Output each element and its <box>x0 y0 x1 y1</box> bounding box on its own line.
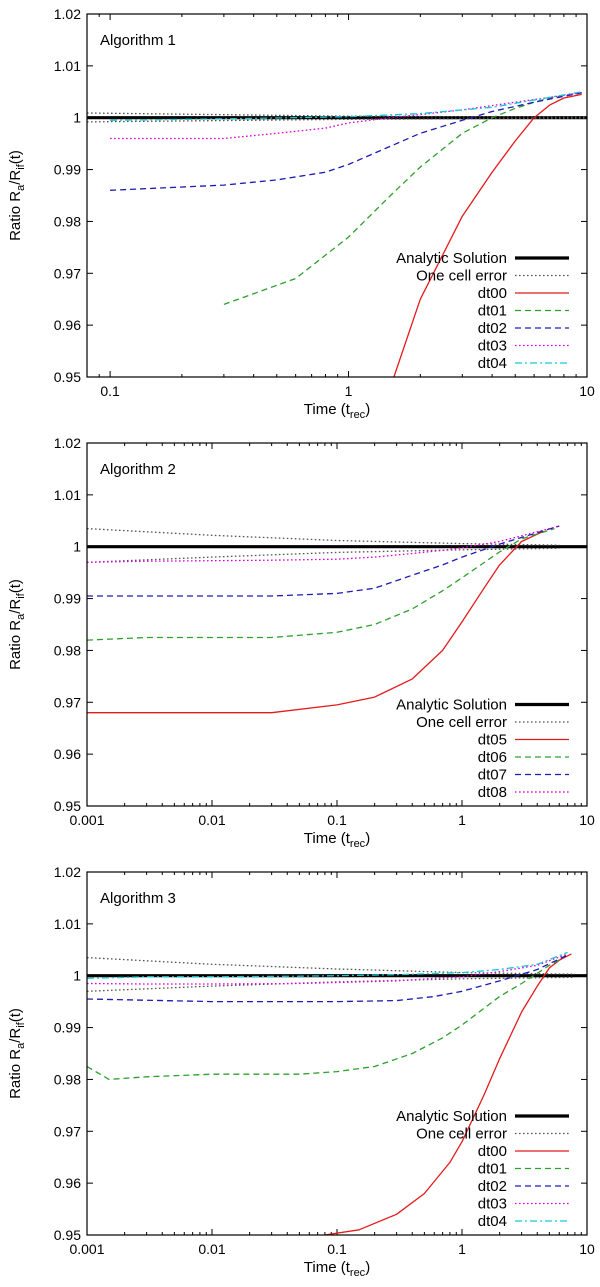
x-axis-label: Time (trec) <box>304 401 370 421</box>
series-line-dt03 <box>110 92 582 140</box>
series-line-one-cell-error-lower- <box>87 547 560 563</box>
series-line-dt00 <box>393 93 582 377</box>
x-tick-label: 1 <box>345 383 353 399</box>
y-tick-label: 0.95 <box>54 1227 81 1243</box>
series-group <box>87 951 587 1235</box>
series-line-dt05 <box>87 530 544 714</box>
series-line-dt06 <box>87 527 555 641</box>
series-group <box>87 525 587 714</box>
legend-label: dt02 <box>478 320 507 337</box>
y-tick-label: 0.97 <box>54 265 81 281</box>
y-axis-label: Ratio Ra/Rif(t) <box>7 150 27 241</box>
series-line-dt00 <box>324 953 572 1235</box>
x-tick-label: 0.001 <box>69 812 104 828</box>
y-tick-label: 0.99 <box>54 591 81 607</box>
legend-label: One cell error <box>416 1126 507 1143</box>
series-group <box>87 91 587 377</box>
y-tick-label: 0.96 <box>54 746 81 762</box>
y-tick-label: 0.98 <box>54 213 81 229</box>
series-line-dt08 <box>87 525 560 563</box>
legend-label: dt01 <box>478 303 507 320</box>
x-axis-label: Time (trec) <box>304 830 370 850</box>
y-axis-label: Ratio Ra/Rif(t) <box>7 579 27 670</box>
x-tick-label: 0.01 <box>198 812 225 828</box>
series-line-one-cell-error-lower- <box>87 976 575 992</box>
plot-frame <box>86 13 588 378</box>
series-line-one-cell-error <box>87 527 560 546</box>
chart-panel-algorithm-1: 0.95 0.96 0.97 0.98 0.99 1 1.01 1.02 0.1 1 10 Algor… <box>7 6 595 421</box>
y-tick-label: 0.96 <box>54 317 81 333</box>
y-tick-label: 0.98 <box>54 1071 81 1087</box>
x-tick-label: 0.01 <box>198 1241 225 1257</box>
series-line-dt02 <box>87 954 568 1003</box>
y-tick-label: 1 <box>73 110 81 126</box>
plot-frame <box>86 871 588 1236</box>
series-line-dt07 <box>87 525 560 597</box>
y-tick-label: 0.95 <box>54 369 81 385</box>
series-line-dt04 <box>110 91 582 121</box>
y-tick-label: 1.01 <box>54 487 81 503</box>
legend-label: Analytic Solution <box>396 1108 507 1125</box>
legend-label: Analytic Solution <box>396 697 507 714</box>
plot-frame <box>86 442 588 807</box>
y-tick-label: 1.01 <box>54 58 81 74</box>
chart-title: Algorithm 1 <box>100 32 176 49</box>
x-tick-label: 0.1 <box>100 383 120 399</box>
legend-label: dt03 <box>478 338 507 355</box>
y-tick-label: 0.98 <box>54 642 81 658</box>
y-tick-label: 1.02 <box>54 864 81 880</box>
y-tick-label: 1 <box>73 968 81 984</box>
legend-label: Analytic Solution <box>396 250 507 267</box>
series-line-dt01 <box>87 957 564 1081</box>
x-tick-label: 10 <box>579 383 595 399</box>
y-tick-label: 0.97 <box>54 1123 81 1139</box>
chart-title: Algorithm 3 <box>100 890 176 907</box>
y-tick-label: 1 <box>73 539 81 555</box>
y-tick-label: 1.01 <box>54 916 81 932</box>
x-axis-label: Time (trec) <box>304 1259 370 1279</box>
series-line-dt02 <box>110 92 582 191</box>
chart-title: Algorithm 2 <box>100 461 176 478</box>
legend-label: dt07 <box>478 767 507 784</box>
series-line-one-cell-error-lower- <box>87 117 587 123</box>
legend-label: dt03 <box>478 1196 507 1213</box>
x-tick-label: 1 <box>458 812 466 828</box>
legend-label: dt08 <box>478 784 507 801</box>
y-tick-label: 1.02 <box>54 6 81 22</box>
series-line-one-cell-error <box>87 956 575 975</box>
legend-label: dt04 <box>478 355 507 372</box>
y-tick-label: 1.02 <box>54 435 81 451</box>
y-tick-label: 0.97 <box>54 694 81 710</box>
chart-panel-algorithm-3: 0.95 0.96 0.97 0.98 0.99 1 1.01 1.02 0.001 0.01 0.… <box>7 864 595 1279</box>
legend-label: dt05 <box>478 732 507 749</box>
legend-label: dt04 <box>478 1213 507 1230</box>
x-tick-label: 0.1 <box>327 812 347 828</box>
legend-label: dt02 <box>478 1178 507 1195</box>
y-tick-label: 0.99 <box>54 162 81 178</box>
series-line-dt04 <box>87 951 568 979</box>
legend-label: dt06 <box>478 749 507 766</box>
y-tick-label: 0.99 <box>54 1020 81 1036</box>
x-tick-label: 10 <box>579 1241 595 1257</box>
y-tick-label: 0.95 <box>54 798 81 814</box>
legend-label: dt00 <box>478 1143 507 1160</box>
x-tick-label: 0.001 <box>69 1241 104 1257</box>
legend-label: dt01 <box>478 1161 507 1178</box>
legend-label: One cell error <box>416 714 507 731</box>
series-line-one-cell-error <box>87 112 587 118</box>
legend-label: One cell error <box>416 268 507 285</box>
x-tick-label: 10 <box>579 812 595 828</box>
y-tick-label: 0.96 <box>54 1175 81 1191</box>
y-axis-label: Ratio Ra/Rif(t) <box>7 1008 27 1099</box>
x-tick-label: 0.1 <box>327 1241 347 1257</box>
x-tick-label: 1 <box>458 1241 466 1257</box>
chart-panel-algorithm-2: 0.95 0.96 0.97 0.98 0.99 1 1.01 1.02 0.001 0.01 0.… <box>7 435 595 850</box>
legend-label: dt00 <box>478 285 507 302</box>
